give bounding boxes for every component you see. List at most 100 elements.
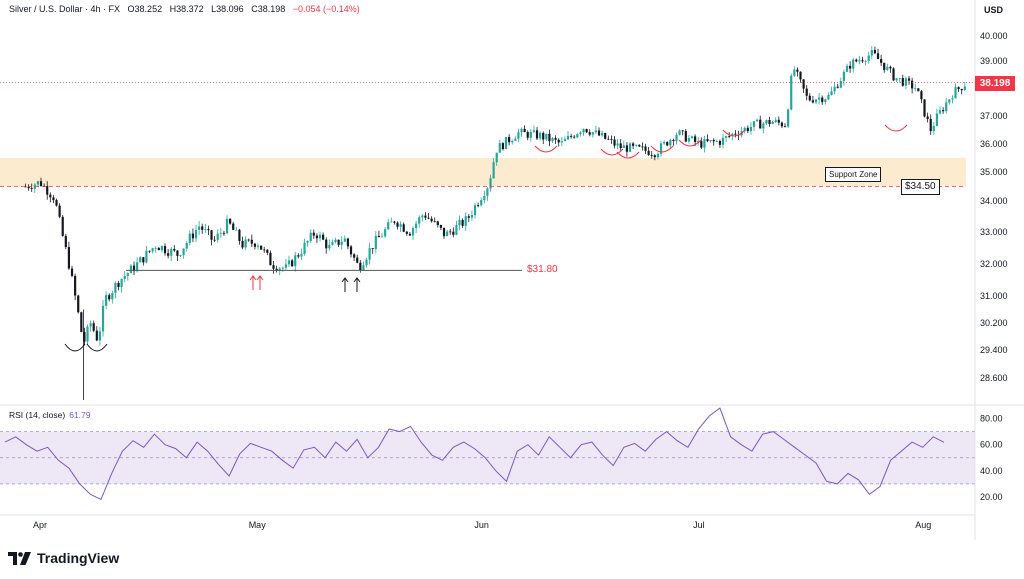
candle-body (374, 235, 377, 250)
candle-body (449, 231, 452, 233)
last-price-badge: 38.198 (975, 76, 1015, 91)
candle-body (266, 249, 269, 253)
rsi-tick-label: 80.00 (980, 414, 1003, 424)
candle-body (498, 143, 501, 153)
candle-body (570, 135, 573, 137)
candle-body (123, 275, 126, 279)
candle-body (495, 152, 498, 163)
price-tick-label: 39.000 (980, 56, 1008, 66)
candle-body (163, 246, 167, 254)
candle-body (368, 248, 371, 260)
candle-body (415, 223, 418, 229)
price-tick-label: 31.000 (980, 291, 1008, 301)
candle-body (145, 250, 148, 263)
candle-body (247, 239, 250, 241)
candle-body (207, 229, 210, 231)
candle-body (362, 265, 365, 271)
candle-body (33, 184, 36, 189)
candle-body (557, 139, 560, 143)
candle-body (433, 221, 436, 223)
candle-body (136, 262, 139, 272)
symbol-header[interactable]: Silver / U.S. Dollar · 4h · FX O38.252 H… (9, 4, 365, 14)
candle-body (960, 89, 963, 91)
candle-body (303, 242, 306, 254)
candle-body (49, 194, 52, 198)
candle-body (176, 250, 179, 256)
candle-body (55, 200, 58, 206)
candle-body (601, 133, 604, 136)
level-3180-label: $31.80 (527, 264, 558, 275)
currency-label[interactable]: USD (984, 5, 1004, 15)
candle-body (24, 186, 27, 188)
candle-body (504, 137, 508, 150)
candle-body (260, 245, 263, 250)
candle-body (95, 330, 98, 341)
candle-body (628, 143, 632, 152)
candle-body (901, 78, 904, 86)
pattern-arc (616, 151, 640, 159)
candle-body (353, 254, 356, 258)
candle-body (907, 78, 911, 81)
candle-body (489, 178, 492, 189)
candle-body (179, 255, 182, 256)
candle-body (213, 239, 216, 241)
candle-body (148, 250, 151, 252)
candle-body (607, 138, 610, 140)
candle-body (139, 257, 142, 263)
ohlc-change: −0.054 (−0.14%) (292, 4, 360, 14)
candle-body (108, 295, 111, 300)
candle-body (833, 86, 836, 92)
candle-body (467, 216, 470, 218)
candle-body (814, 99, 818, 103)
candle-body (191, 233, 195, 239)
candle-body (873, 50, 877, 54)
candle-body (92, 323, 95, 331)
candle-body (132, 265, 136, 272)
candle-body (566, 135, 570, 140)
time-tick-label: Apr (33, 520, 47, 530)
candle-body (942, 110, 945, 112)
candle-body (749, 126, 753, 132)
candle-body (291, 260, 294, 267)
candle-body (932, 125, 935, 132)
candle-body (27, 186, 30, 189)
candle-body (681, 130, 684, 132)
candle-body (768, 120, 771, 124)
candle-body (318, 234, 322, 239)
candle-body (160, 246, 164, 251)
level-lines (0, 82, 975, 271)
candle-body (718, 141, 722, 145)
rsi-axis[interactable]: 80.00 60.00 40.00 20.00 (980, 414, 1003, 502)
candle-body (613, 139, 616, 146)
rsi-legend[interactable]: RSI (14, close) 61.79 (9, 410, 91, 420)
candle-body (455, 225, 458, 235)
candle-body (734, 133, 737, 135)
time-tick-label: Aug (915, 520, 931, 530)
pattern-arc (64, 343, 86, 352)
candle-body (867, 55, 870, 61)
candle-body (492, 162, 495, 179)
ohlc-low: L38.096 (211, 4, 244, 14)
candle-body (182, 248, 185, 256)
price-tick-label: 29.400 (980, 345, 1008, 355)
candle-body (532, 130, 536, 132)
candle-body (117, 282, 120, 288)
candle-body (74, 275, 77, 296)
candle-body (306, 240, 309, 243)
candle-body (315, 235, 319, 239)
candle-body (424, 215, 427, 218)
candle-body (281, 267, 284, 269)
candle-body (780, 122, 784, 127)
candle-body (656, 153, 660, 158)
candle-body (619, 143, 622, 149)
candle-body (573, 136, 576, 138)
candle-body (61, 216, 64, 236)
pattern-arc (650, 145, 674, 153)
time-axis[interactable]: Apr May Jun Jul Aug (33, 520, 931, 530)
candle-body (675, 134, 678, 142)
support-zone-label: Support Zone (825, 167, 882, 182)
candle-body (300, 253, 303, 257)
tradingview-logo[interactable]: TradingView (8, 550, 119, 566)
candle-body (328, 244, 331, 249)
